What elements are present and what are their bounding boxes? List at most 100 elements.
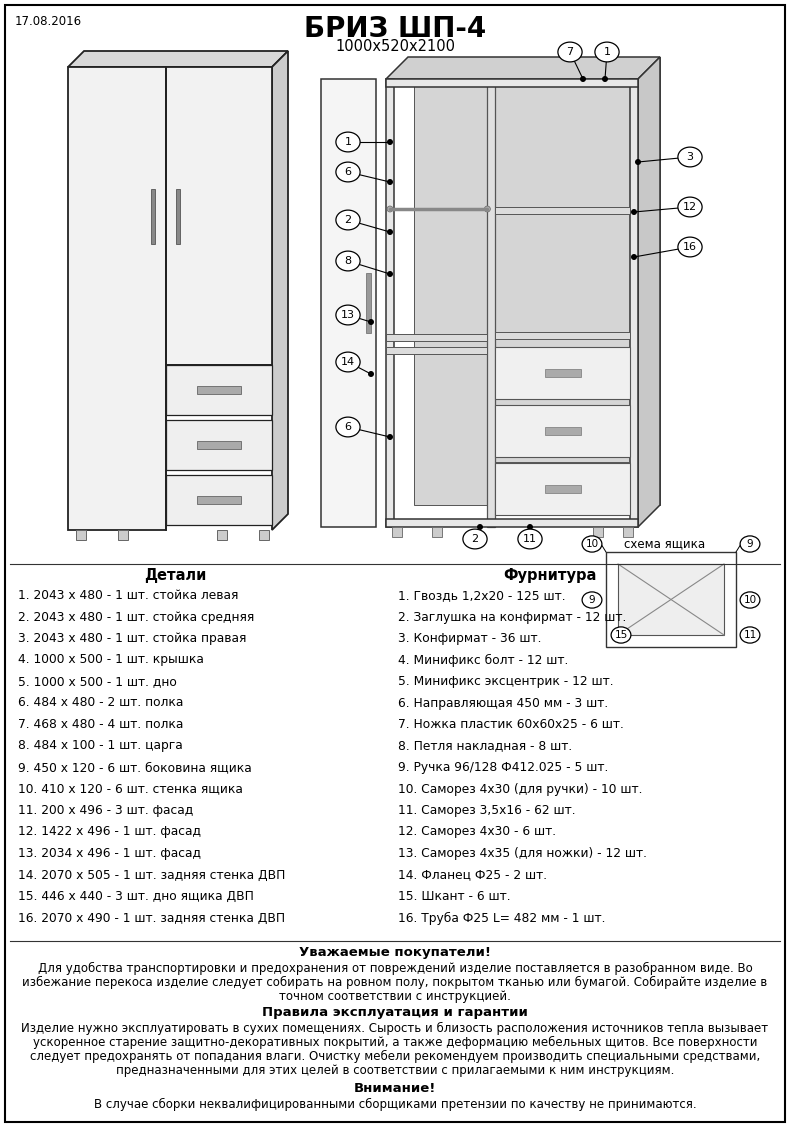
Text: 14. Фланец Ф25 - 2 шт.: 14. Фланец Ф25 - 2 шт.: [398, 869, 547, 881]
Text: 11: 11: [743, 630, 757, 640]
Bar: [618, 564, 724, 635]
Ellipse shape: [336, 210, 360, 230]
Text: 8. Петля накладная - 8 шт.: 8. Петля накладная - 8 шт.: [398, 739, 572, 753]
Text: В случае сборки неквалифицированными сборщиками претензии по качеству не принима: В случае сборки неквалифицированными сбо…: [94, 1098, 696, 1111]
Bar: [386, 79, 394, 527]
Text: 8: 8: [344, 256, 352, 266]
Text: БРИЗ ШП-4: БРИЗ ШП-4: [304, 15, 486, 43]
Circle shape: [602, 76, 608, 82]
Text: 16. 2070 х 490 - 1 шт. задняя стенка ДВП: 16. 2070 х 490 - 1 шт. задняя стенка ДВП: [18, 912, 285, 924]
Bar: [623, 527, 633, 536]
Circle shape: [387, 434, 393, 440]
Ellipse shape: [336, 352, 360, 372]
Ellipse shape: [678, 237, 702, 257]
Circle shape: [387, 179, 393, 185]
Text: 16. Труба Ф25 L= 482 мм - 1 шт.: 16. Труба Ф25 L= 482 мм - 1 шт.: [398, 912, 605, 924]
Text: 6. Направляющая 450 мм - 3 шт.: 6. Направляющая 450 мм - 3 шт.: [398, 696, 608, 710]
Ellipse shape: [678, 148, 702, 167]
Bar: [197, 441, 241, 449]
Text: точном соответствии с инструкцией.: точном соответствии с инструкцией.: [279, 990, 511, 1003]
Text: 17.08.2016: 17.08.2016: [15, 15, 82, 28]
Text: 1000x520x2100: 1000x520x2100: [335, 39, 455, 54]
Circle shape: [387, 229, 393, 236]
Polygon shape: [272, 51, 288, 530]
Text: 1: 1: [344, 137, 352, 147]
Bar: [217, 530, 227, 540]
Circle shape: [527, 524, 533, 530]
Bar: [544, 485, 581, 492]
Text: 2. Заглушка на конфирмат - 12 шт.: 2. Заглушка на конфирмат - 12 шт.: [398, 611, 626, 623]
Text: 3. 2043 х 480 - 1 шт. стойка правая: 3. 2043 х 480 - 1 шт. стойка правая: [18, 632, 246, 645]
Bar: [166, 365, 272, 415]
Text: 10. 410 х 120 - 6 шт. стенка ящика: 10. 410 х 120 - 6 шт. стенка ящика: [18, 782, 243, 796]
Text: 6: 6: [344, 167, 352, 177]
Circle shape: [635, 159, 641, 165]
Text: предназначенными для этих целей в соответствии с прилагаемыми к ним инструкциям.: предназначенными для этих целей в соотве…: [116, 1064, 674, 1077]
Text: 9. Ручка 96/128 Ф412.025 - 5 шт.: 9. Ручка 96/128 Ф412.025 - 5 шт.: [398, 761, 608, 774]
Text: Для удобства транспортировки и предохранения от повреждений изделие поставляется: Для удобства транспортировки и предохран…: [38, 962, 752, 975]
Text: 13. Саморез 4х35 (для ножки) - 12 шт.: 13. Саморез 4х35 (для ножки) - 12 шт.: [398, 848, 647, 860]
Circle shape: [368, 319, 374, 325]
Circle shape: [631, 208, 637, 215]
Text: 8. 484 х 100 - 1 шт. царга: 8. 484 х 100 - 1 шт. царга: [18, 739, 182, 753]
Text: 2: 2: [344, 215, 352, 225]
Text: 9. 450 х 120 - 6 шт. боковина ящика: 9. 450 х 120 - 6 шт. боковина ящика: [18, 761, 252, 774]
Bar: [606, 552, 736, 647]
Text: 9: 9: [589, 595, 596, 605]
Text: следует предохранять от попадания влаги. Очистку мебели рекомендуем производить : следует предохранять от попадания влаги.…: [30, 1050, 760, 1063]
Bar: [366, 273, 371, 332]
Circle shape: [368, 371, 374, 378]
Text: 13: 13: [341, 310, 355, 320]
Bar: [259, 530, 269, 540]
Text: 2: 2: [472, 534, 479, 544]
Text: 12. Саморез 4х30 - 6 шт.: 12. Саморез 4х30 - 6 шт.: [398, 825, 556, 838]
Text: 14: 14: [341, 357, 355, 367]
Bar: [176, 188, 180, 243]
Text: 10. Саморез 4х30 (для ручки) - 10 шт.: 10. Саморез 4х30 (для ручки) - 10 шт.: [398, 782, 642, 796]
Text: 1. Гвоздь 1,2х20 - 125 шт.: 1. Гвоздь 1,2х20 - 125 шт.: [398, 589, 566, 602]
Text: 4. Минификс болт - 12 шт.: 4. Минификс болт - 12 шт.: [398, 654, 568, 666]
Ellipse shape: [336, 132, 360, 152]
Text: схема ящика: схема ящика: [624, 536, 705, 550]
Text: Правила эксплуатация и гарантии: Правила эксплуатация и гарантии: [262, 1006, 528, 1019]
Text: 11. 200 х 496 - 3 шт. фасад: 11. 200 х 496 - 3 шт. фасад: [18, 804, 194, 817]
Text: 10: 10: [743, 595, 757, 605]
Text: Внимание!: Внимание!: [354, 1082, 436, 1095]
Ellipse shape: [336, 162, 360, 181]
Ellipse shape: [611, 627, 631, 644]
Text: 11: 11: [523, 534, 537, 544]
Ellipse shape: [582, 536, 602, 552]
Circle shape: [580, 76, 586, 82]
Circle shape: [631, 254, 637, 260]
Ellipse shape: [463, 529, 487, 549]
Polygon shape: [414, 57, 660, 505]
Text: 4. 1000 х 500 - 1 шт. крышка: 4. 1000 х 500 - 1 шт. крышка: [18, 654, 204, 666]
Bar: [495, 462, 630, 469]
Ellipse shape: [558, 42, 582, 62]
Text: 12. 1422 х 496 - 1 шт. фасад: 12. 1422 х 496 - 1 шт. фасад: [18, 825, 201, 838]
Bar: [197, 496, 241, 504]
Text: 1: 1: [604, 47, 611, 57]
Bar: [151, 188, 155, 243]
Bar: [68, 66, 166, 530]
Circle shape: [387, 270, 393, 277]
Bar: [495, 463, 630, 515]
Bar: [495, 405, 630, 458]
Ellipse shape: [595, 42, 619, 62]
Bar: [118, 530, 128, 540]
Circle shape: [387, 139, 393, 145]
Text: избежание перекоса изделие следует собирать на ровном полу, покрытом тканью или : избежание перекоса изделие следует собир…: [22, 976, 768, 990]
Bar: [544, 369, 581, 378]
Text: Детали: Детали: [144, 568, 206, 583]
Bar: [432, 527, 442, 536]
Ellipse shape: [336, 305, 360, 325]
Bar: [495, 207, 630, 214]
Bar: [166, 474, 272, 525]
Text: Фурнитура: Фурнитура: [503, 568, 596, 583]
Bar: [593, 527, 603, 536]
Ellipse shape: [740, 592, 760, 609]
Bar: [495, 347, 630, 399]
Ellipse shape: [336, 417, 360, 437]
Bar: [76, 530, 86, 540]
Text: 15. Шкант - 6 шт.: 15. Шкант - 6 шт.: [398, 890, 510, 903]
